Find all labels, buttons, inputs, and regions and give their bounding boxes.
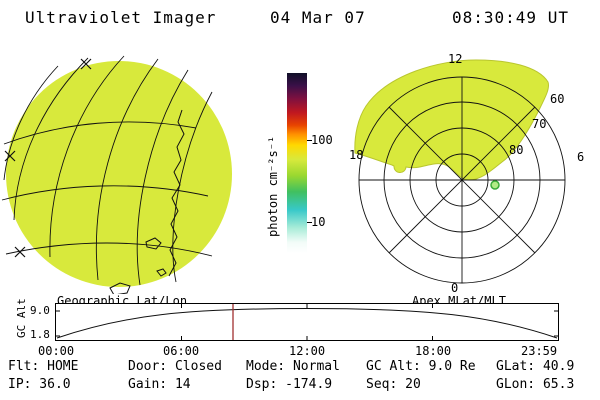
- strip-xtick-1200: 12:00: [289, 344, 326, 358]
- status-ip: IP: 36.0: [8, 377, 71, 392]
- colorbar-tick-10: 10: [311, 215, 326, 229]
- earth-disk: [6, 61, 232, 287]
- status-glon: GLon: 65.3: [496, 377, 575, 392]
- mlt-label-18: 18: [349, 148, 364, 162]
- status-glat: GLat: 40.9: [496, 359, 575, 374]
- colorbar-tick-100-mark: [307, 140, 312, 141]
- status-gain: Gain: 14: [128, 377, 191, 392]
- strip-xtick-2359: 23:59: [521, 344, 558, 358]
- mlat-label-80: 80: [509, 143, 524, 157]
- colorbar-tick-100: 100: [311, 133, 333, 147]
- mlt-label-12: 12: [448, 52, 463, 66]
- strip-ticks: [56, 304, 558, 340]
- geographic-image: [1, 55, 232, 294]
- status-flt: Flt: HOME: [8, 359, 79, 374]
- mlt-label-0: 0: [451, 281, 459, 295]
- header-date: 04 Mar 07: [270, 8, 366, 27]
- colorbar: [287, 73, 307, 253]
- grid-cross-markers: [4, 58, 92, 258]
- mlat-label-60: 60: [550, 92, 565, 106]
- app-title: Ultraviolet Imager: [25, 8, 217, 27]
- mlt-label-6: 6: [577, 150, 585, 164]
- strip-ymin: 1.8: [30, 328, 50, 341]
- mlat-label-70: 70: [532, 117, 547, 131]
- mlt-spokes: [359, 77, 565, 283]
- apex-polar-plot: [354, 59, 566, 284]
- strip-xtick-0600: 06:00: [163, 344, 200, 358]
- altitude-curve: [56, 307, 558, 339]
- latlon-graticule: [1, 55, 213, 286]
- strip-xtick-0000: 00:00: [38, 344, 75, 358]
- strip-xtick-1800: 18:00: [415, 344, 452, 358]
- status-gcalt: GC Alt: 9.0 Re: [366, 359, 476, 374]
- auroral-spot: [490, 180, 500, 190]
- colorbar-tick-10-mark: [307, 222, 312, 223]
- strip-ylabel: GC Alt: [15, 298, 28, 338]
- orbit-strip-chart: [55, 303, 559, 341]
- status-mode: Mode: Normal: [246, 359, 340, 374]
- colorbar-units-label: photon cm⁻²s⁻¹: [266, 135, 280, 237]
- coastline-overlay: [109, 109, 185, 294]
- status-dsp: Dsp: -174.9: [246, 377, 333, 392]
- status-seq: Seq: 20: [366, 377, 421, 392]
- header-time: 08:30:49 UT: [452, 8, 569, 27]
- dayside-fill: [354, 59, 549, 181]
- strip-frame: [55, 303, 559, 341]
- status-door: Door: Closed: [128, 359, 222, 374]
- strip-ymax: 9.0: [30, 304, 50, 317]
